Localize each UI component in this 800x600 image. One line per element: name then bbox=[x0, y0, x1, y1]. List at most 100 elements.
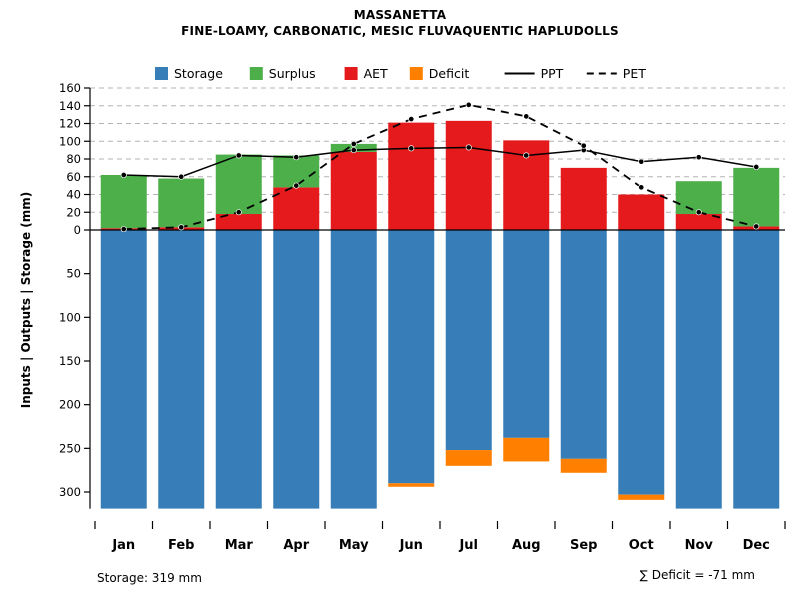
ppt-line-point bbox=[178, 173, 185, 180]
deficit-bar bbox=[445, 450, 492, 466]
y-tick-label: 300 bbox=[59, 485, 81, 499]
month-label: Oct bbox=[629, 538, 654, 553]
pet-line-point bbox=[178, 224, 185, 231]
ppt-line-point bbox=[753, 163, 760, 171]
y-axis-label: Inputs | Outputs | Storage (mm) bbox=[19, 192, 33, 409]
month-label: Jul bbox=[458, 538, 478, 553]
storage-bar bbox=[388, 230, 435, 484]
legend-label-surplus: Surplus bbox=[269, 66, 316, 81]
pet-line-point bbox=[120, 226, 127, 233]
pet-line-point bbox=[408, 116, 415, 123]
pet-line-point bbox=[523, 113, 530, 120]
surplus-bar bbox=[733, 167, 780, 227]
y-tick-label: 80 bbox=[66, 152, 81, 166]
deficit-bar bbox=[388, 483, 435, 487]
pet-line-point bbox=[695, 209, 702, 216]
storage-bar bbox=[330, 230, 377, 509]
ppt-line-point bbox=[350, 147, 357, 154]
pet-line-point bbox=[350, 140, 357, 147]
legend-swatch-aet bbox=[344, 67, 358, 80]
ppt-line-point bbox=[465, 144, 472, 151]
chart-title: MASSANETTA bbox=[353, 8, 447, 22]
aet-bar bbox=[273, 187, 320, 230]
aet-bar bbox=[445, 120, 492, 230]
month-label: Feb bbox=[168, 538, 194, 553]
pet-line-point bbox=[753, 223, 760, 230]
legend-swatch-surplus bbox=[249, 67, 263, 80]
deficit-bar bbox=[503, 437, 550, 462]
y-tick-label: 50 bbox=[66, 267, 81, 281]
y-tick-label: 40 bbox=[66, 188, 81, 202]
month-label: Apr bbox=[283, 538, 309, 553]
legend-label-pet: PET bbox=[623, 66, 646, 81]
pet-line-point bbox=[293, 182, 300, 189]
month-label: Jan bbox=[111, 538, 135, 553]
ppt-line-point bbox=[695, 154, 702, 161]
ppt-line-point bbox=[235, 152, 242, 159]
aet-bar bbox=[215, 214, 262, 230]
legend-label-deficit: Deficit bbox=[429, 66, 470, 81]
storage-bar bbox=[445, 230, 492, 451]
month-label: Dec bbox=[743, 538, 770, 553]
y-tick-label: 120 bbox=[59, 117, 81, 131]
storage-bar bbox=[215, 230, 262, 509]
storage-bar bbox=[158, 230, 205, 509]
month-label: Aug bbox=[512, 538, 541, 553]
surplus-bar bbox=[158, 178, 205, 228]
legend-swatch-deficit bbox=[409, 67, 423, 80]
surplus-bar bbox=[100, 174, 147, 229]
storage-note: Storage: 319 mm bbox=[97, 571, 202, 585]
ppt-line-point bbox=[523, 152, 530, 159]
legend-swatch-storage bbox=[155, 67, 168, 80]
storage-bar bbox=[273, 230, 320, 509]
pet-line bbox=[123, 103, 757, 231]
surplus-bar bbox=[215, 154, 262, 215]
month-label: Mar bbox=[225, 538, 254, 553]
legend-label-ppt: PPT bbox=[541, 66, 564, 81]
storage-bar bbox=[560, 230, 607, 459]
storage-bar bbox=[100, 230, 147, 509]
ppt-line-point bbox=[293, 154, 300, 161]
chart-subtitle: FINE-LOAMY, CARBONATIC, MESIC FLUVAQUENT… bbox=[181, 24, 619, 38]
aet-bar bbox=[560, 167, 607, 230]
y-tick-label: 0 bbox=[74, 223, 81, 237]
legend-label-storage: Storage bbox=[174, 66, 223, 81]
ppt-line-point bbox=[408, 145, 415, 152]
pet-line-point bbox=[465, 101, 472, 108]
ppt-line-point bbox=[120, 171, 127, 179]
month-label: Sep bbox=[570, 538, 598, 553]
month-label: Nov bbox=[685, 538, 714, 553]
y-tick-label: 100 bbox=[59, 134, 81, 148]
y-tick-label: 160 bbox=[59, 81, 81, 95]
deficit-bar bbox=[560, 458, 607, 473]
pet-line-point bbox=[235, 209, 242, 216]
aet-bar bbox=[330, 151, 377, 230]
aet-bar bbox=[388, 122, 435, 230]
y-tick-label: 100 bbox=[59, 310, 81, 324]
surplus-bar bbox=[675, 181, 722, 215]
ppt-line bbox=[123, 146, 757, 178]
storage-bar bbox=[618, 230, 665, 495]
y-tick-label: 250 bbox=[59, 441, 81, 455]
aet-bar bbox=[675, 214, 722, 230]
month-label: Jun bbox=[399, 538, 423, 553]
storage-bar bbox=[503, 230, 550, 438]
aet-bar bbox=[618, 194, 665, 230]
y-tick-label: 150 bbox=[59, 354, 81, 368]
pet-line-point bbox=[638, 184, 645, 191]
month-label: May bbox=[339, 538, 369, 553]
legend-label-aet: AET bbox=[364, 66, 388, 81]
surplus-bar bbox=[273, 155, 320, 188]
y-tick-label: 20 bbox=[66, 205, 81, 219]
deficit-sum-note: ∑ Deficit = -71 mm bbox=[639, 568, 755, 582]
deficit-bar bbox=[618, 494, 665, 500]
y-tick-label: 200 bbox=[59, 398, 81, 412]
pet-line-point bbox=[580, 142, 587, 149]
y-tick-label: 60 bbox=[66, 170, 81, 184]
ppt-line-point bbox=[638, 158, 645, 165]
y-tick-label: 140 bbox=[59, 99, 81, 113]
storage-bar bbox=[675, 230, 722, 509]
storage-bar bbox=[733, 230, 780, 509]
